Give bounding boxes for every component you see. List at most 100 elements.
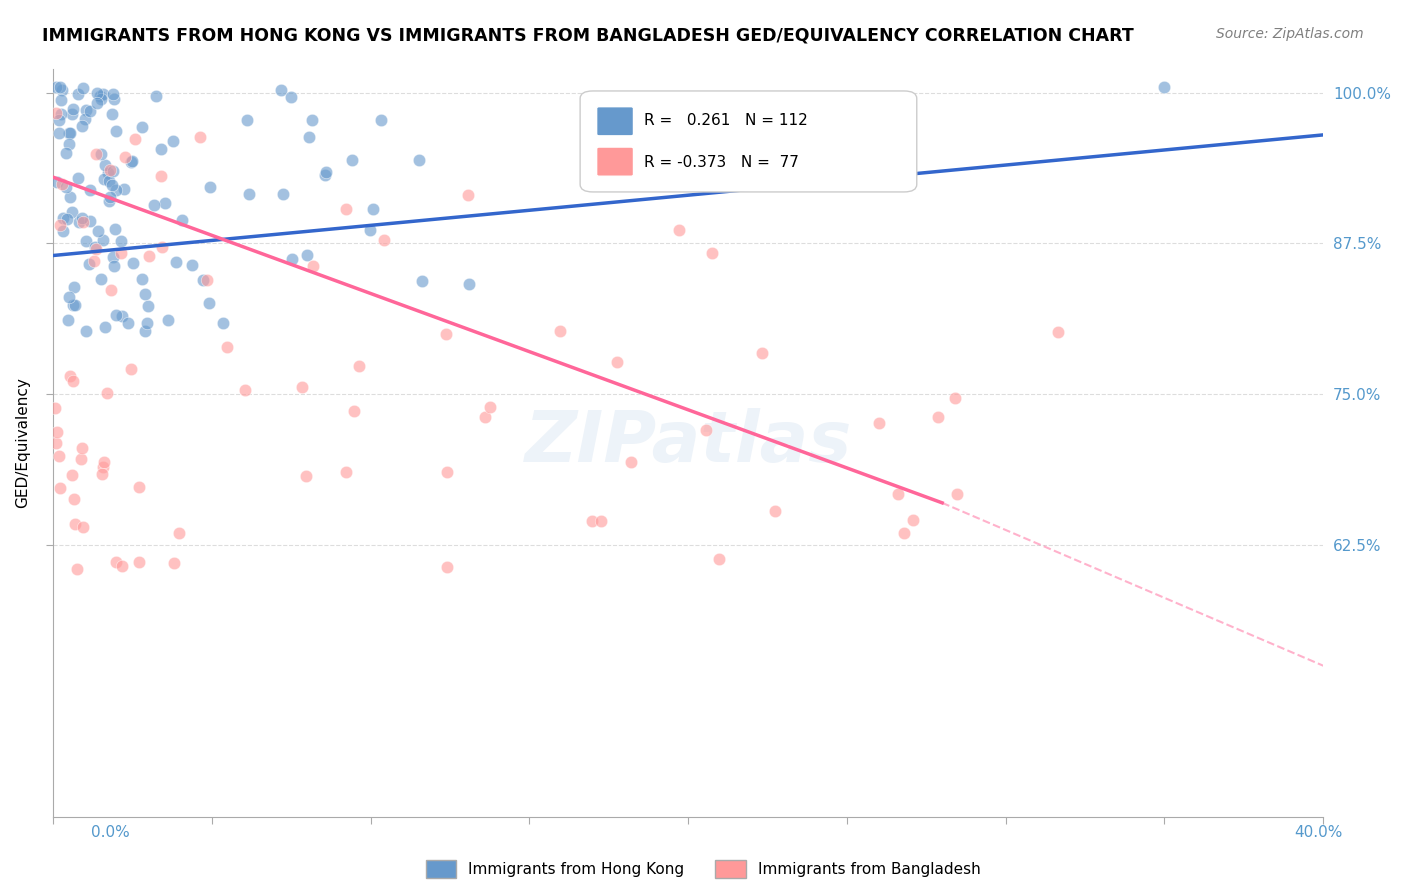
Point	[361, 202, 384, 217]
FancyBboxPatch shape	[596, 107, 634, 136]
Point	[48, 450, 70, 464]
Point	[150, 240, 173, 254]
Point	[370, 113, 392, 128]
Point	[59, 127, 82, 141]
Point	[153, 196, 176, 211]
Point	[301, 260, 323, 274]
Point	[45, 436, 67, 450]
Point	[165, 255, 187, 269]
Text: R =   0.261   N = 112: R = 0.261 N = 112	[644, 113, 807, 128]
Text: IMMIGRANTS FROM HONG KONG VS IMMIGRANTS FROM BANGLADESH GED/EQUIVALENCY CORRELAT: IMMIGRANTS FROM HONG KONG VS IMMIGRANTS …	[42, 27, 1133, 45]
Point	[63, 517, 86, 532]
Point	[280, 90, 302, 104]
Point	[170, 212, 193, 227]
Point	[121, 256, 143, 270]
Point	[60, 205, 83, 219]
Point	[373, 233, 395, 247]
Point	[86, 86, 108, 100]
Point	[72, 119, 94, 133]
Point	[887, 487, 910, 501]
Point	[91, 87, 114, 102]
Point	[45, 106, 67, 120]
Point	[695, 423, 717, 437]
Point	[98, 162, 121, 177]
Point	[193, 273, 215, 287]
Point	[335, 465, 357, 479]
Point	[212, 316, 235, 330]
Point	[49, 93, 72, 107]
Point	[104, 222, 127, 236]
Point	[709, 551, 731, 566]
Point	[84, 242, 107, 256]
Point	[620, 454, 643, 468]
Point	[110, 234, 132, 248]
Point	[131, 272, 153, 286]
Point	[120, 362, 142, 376]
Point	[901, 513, 924, 527]
Point	[89, 89, 111, 103]
Point	[63, 280, 86, 294]
Point	[79, 183, 101, 197]
Point	[120, 154, 142, 169]
Point	[111, 558, 134, 573]
Point	[198, 179, 221, 194]
Point	[946, 487, 969, 501]
Point	[55, 180, 77, 194]
Point	[167, 526, 190, 541]
Point	[236, 113, 259, 128]
Text: Source: ZipAtlas.com: Source: ZipAtlas.com	[1216, 27, 1364, 41]
Point	[63, 298, 86, 312]
Point	[142, 197, 165, 211]
Point	[110, 246, 132, 260]
Point	[479, 400, 502, 414]
Point	[145, 88, 167, 103]
Point	[134, 286, 156, 301]
Point	[700, 246, 723, 260]
Point	[52, 223, 75, 237]
Point	[121, 154, 143, 169]
Point	[301, 112, 323, 127]
Point	[751, 346, 773, 360]
Point	[49, 80, 72, 95]
Point	[136, 300, 159, 314]
Point	[315, 165, 337, 179]
Point	[66, 171, 89, 186]
Point	[436, 559, 458, 574]
Point	[84, 239, 107, 253]
Point	[52, 211, 75, 225]
Point	[72, 519, 94, 533]
Point	[49, 481, 72, 495]
Point	[104, 123, 127, 137]
Point	[668, 223, 690, 237]
Point	[280, 252, 302, 266]
Point	[135, 316, 157, 330]
Point	[91, 233, 114, 247]
Point	[359, 223, 381, 237]
Point	[457, 188, 479, 202]
Point	[548, 324, 571, 338]
Point	[893, 526, 915, 541]
Point	[581, 514, 603, 528]
Point	[180, 258, 202, 272]
Point	[270, 83, 292, 97]
Point	[103, 260, 125, 274]
Point	[93, 455, 115, 469]
Point	[79, 214, 101, 228]
Point	[111, 309, 134, 323]
Point	[340, 153, 363, 167]
Point	[75, 112, 97, 127]
Point	[63, 491, 86, 506]
Point	[79, 104, 101, 119]
Point	[271, 186, 294, 201]
Point	[134, 324, 156, 338]
Point	[96, 385, 118, 400]
Point	[55, 145, 77, 160]
Point	[101, 251, 124, 265]
Point	[114, 150, 136, 164]
Point	[97, 166, 120, 180]
Point	[763, 504, 786, 518]
Point	[198, 296, 221, 310]
Point	[97, 194, 120, 209]
Point	[94, 158, 117, 172]
Point	[105, 555, 128, 569]
